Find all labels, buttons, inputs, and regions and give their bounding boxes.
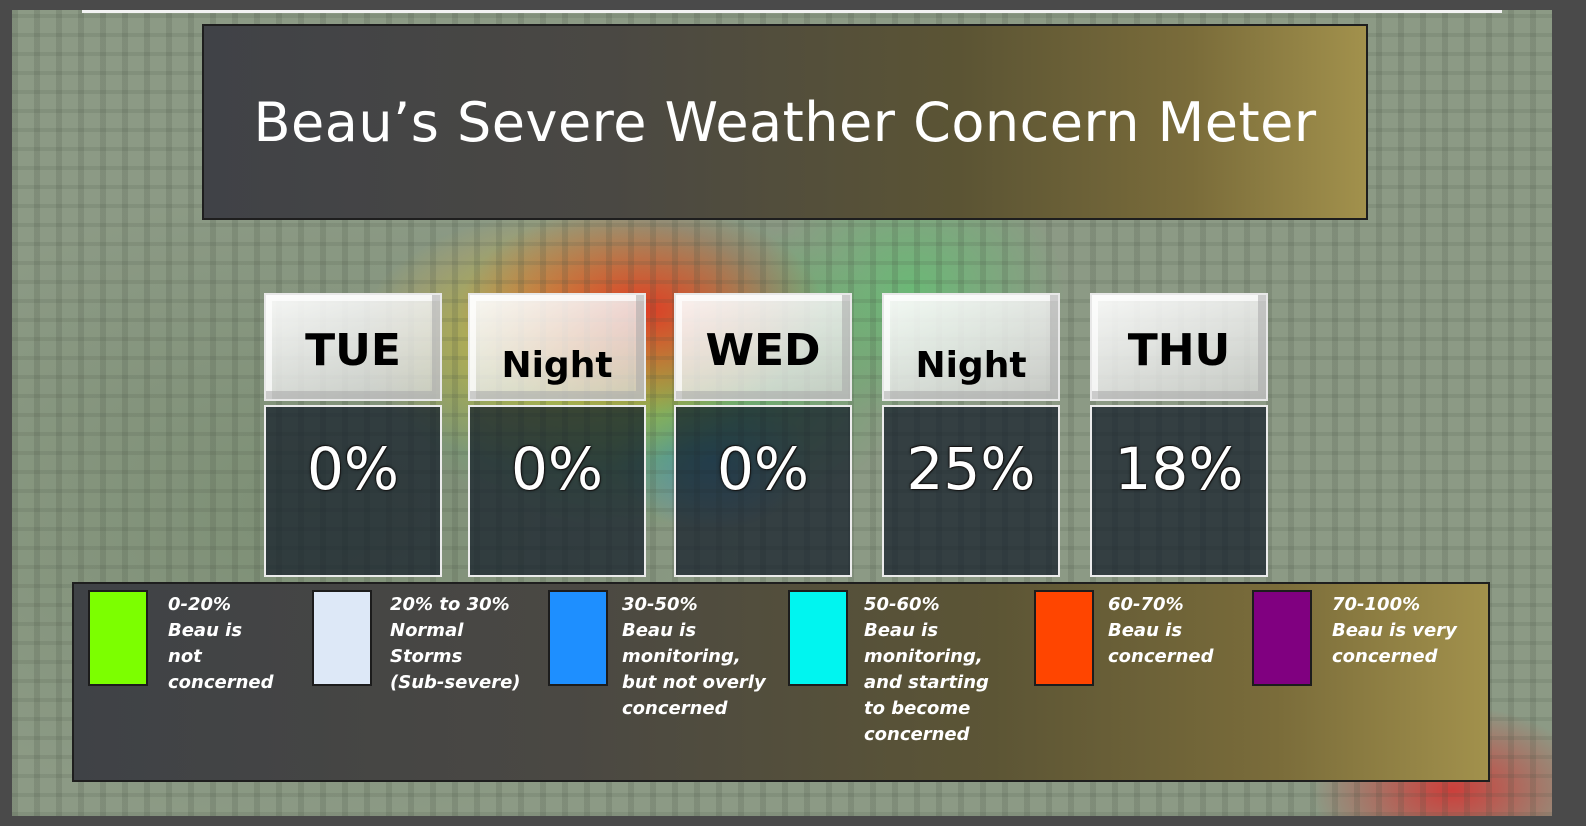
legend-line: Beau is — [168, 620, 243, 641]
day-header: THU — [1090, 293, 1268, 401]
day-header: Night — [468, 293, 646, 401]
day-card-tue: TUE 0% — [264, 293, 442, 583]
legend-line: Beau is — [864, 620, 939, 641]
day-card-tue-night: Night 0% — [468, 293, 646, 583]
legend-line: concerned — [622, 698, 728, 719]
day-percentage: 25% — [906, 435, 1036, 503]
page-title: Beau’s Severe Weather Concern Meter — [253, 90, 1317, 154]
legend-line: monitoring, — [622, 646, 741, 667]
legend-text: 30-50% Beau is monitoring, but not overl… — [622, 592, 766, 722]
day-label: Night — [915, 345, 1027, 386]
legend-line: Normal — [390, 620, 464, 641]
legend-line: Beau is very — [1332, 620, 1457, 641]
legend-line: concerned — [168, 672, 274, 693]
day-value-box: 25% — [882, 405, 1060, 577]
day-percentage: 18% — [1114, 435, 1244, 503]
legend-line: but not overly — [622, 672, 766, 693]
legend-line: concerned — [1332, 646, 1438, 667]
legend-line: and starting — [864, 672, 989, 693]
day-header: WED — [674, 293, 852, 401]
title-banner: Beau’s Severe Weather Concern Meter — [202, 24, 1368, 220]
legend-text: 50-60% Beau is monitoring, and starting … — [864, 592, 989, 748]
legend-line: 20% to 30% — [390, 594, 510, 615]
day-header: TUE — [264, 293, 442, 401]
legend-line: 30-50% — [622, 594, 698, 615]
day-card-wed: WED 0% — [674, 293, 852, 583]
concern-legend: 0-20% Beau is not concerned 20% to 30% N… — [72, 582, 1490, 782]
legend-line: 70-100% — [1332, 594, 1421, 615]
legend-line: not — [168, 646, 202, 667]
legend-swatch — [1252, 590, 1312, 686]
day-label: TUE — [305, 325, 401, 376]
legend-line: Beau is — [1108, 620, 1183, 641]
day-value-box: 0% — [674, 405, 852, 577]
legend-text: 0-20% Beau is not concerned — [168, 592, 274, 696]
legend-line: concerned — [864, 724, 970, 745]
legend-text: 60-70% Beau is concerned — [1108, 592, 1214, 670]
radar-background: Beau’s Severe Weather Concern Meter TUE … — [12, 10, 1552, 816]
legend-line: (Sub-severe) — [390, 672, 521, 693]
legend-text: 70-100% Beau is very concerned — [1332, 592, 1457, 670]
legend-text: 20% to 30% Normal Storms (Sub-severe) — [390, 592, 521, 696]
top-divider — [82, 10, 1502, 13]
legend-line: monitoring, — [864, 646, 983, 667]
legend-line: to become — [864, 698, 971, 719]
legend-line: 0-20% — [168, 594, 232, 615]
legend-swatch — [88, 590, 148, 686]
day-card-thu: THU 18% — [1090, 293, 1268, 583]
legend-swatch — [1034, 590, 1094, 686]
legend-line: 50-60% — [864, 594, 940, 615]
legend-line: 60-70% — [1108, 594, 1184, 615]
legend-swatch — [788, 590, 848, 686]
legend-swatch — [312, 590, 372, 686]
legend-swatch — [548, 590, 608, 686]
day-value-box: 0% — [468, 405, 646, 577]
legend-line: Beau is — [622, 620, 697, 641]
legend-line: concerned — [1108, 646, 1214, 667]
day-percentage: 0% — [716, 435, 809, 503]
day-label: WED — [705, 325, 821, 376]
day-label: Night — [501, 345, 613, 386]
legend-line: Storms — [390, 646, 463, 667]
day-percentage: 0% — [510, 435, 603, 503]
day-percentage: 0% — [306, 435, 399, 503]
day-card-wed-night: Night 25% — [882, 293, 1060, 583]
day-value-box: 0% — [264, 405, 442, 577]
day-value-box: 18% — [1090, 405, 1268, 577]
day-header: Night — [882, 293, 1060, 401]
day-label: THU — [1127, 325, 1231, 376]
